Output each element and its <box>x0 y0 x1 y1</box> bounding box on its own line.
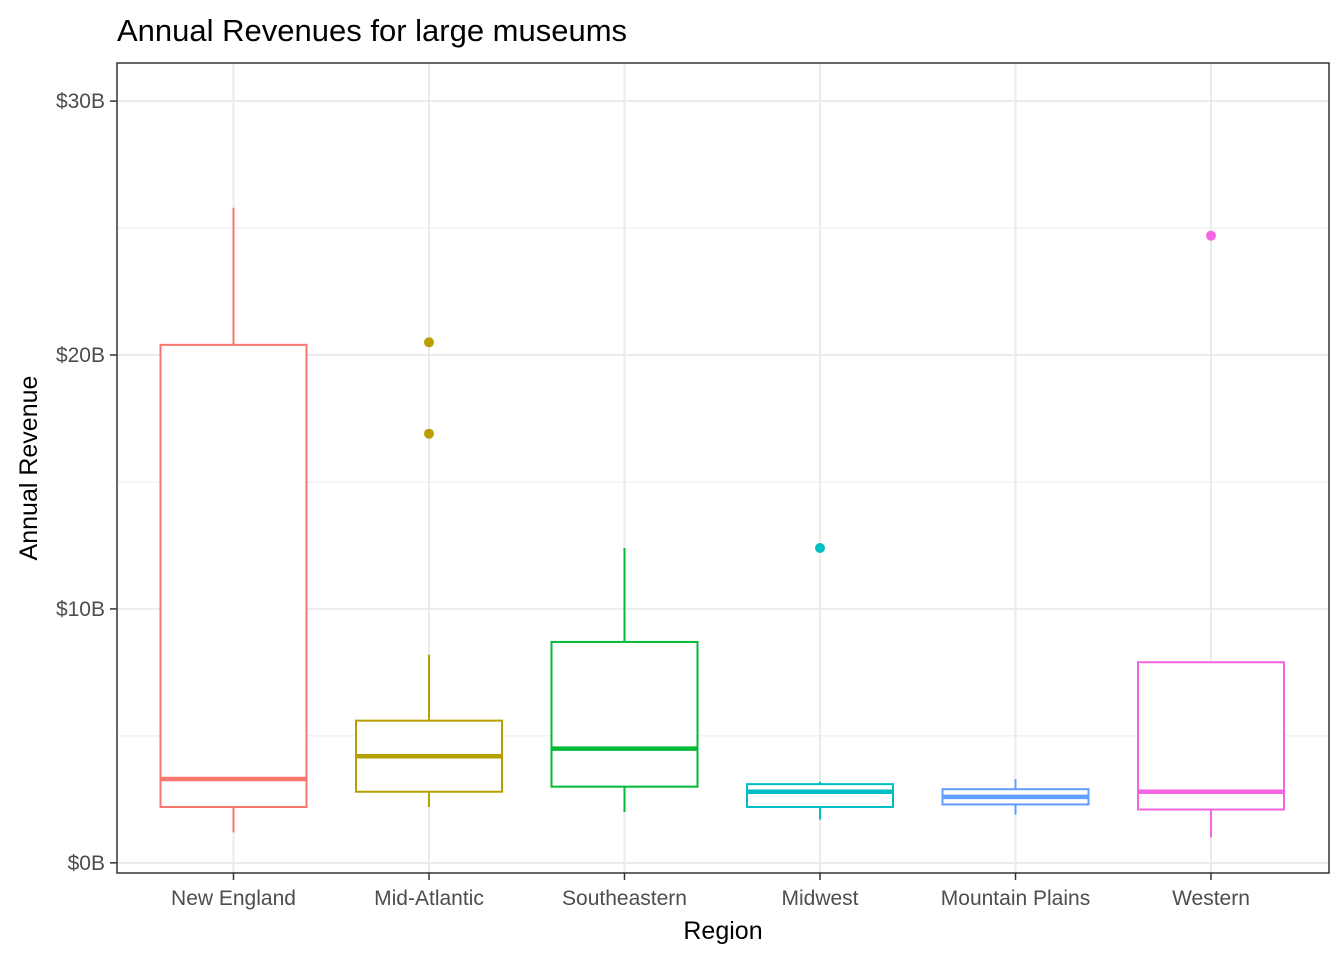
y-tick-label: $30B <box>56 90 105 113</box>
box-western <box>1137 230 1285 838</box>
x-tick-label: New England <box>171 887 296 910</box>
plot-border <box>116 62 1330 874</box>
x-tick-label: Southeastern <box>562 887 687 910</box>
iqr-box <box>550 640 699 788</box>
x-tick-label: Midwest <box>781 887 858 910</box>
y-tick-label: $10B <box>56 598 105 621</box>
x-axis-title: Region <box>683 917 762 945</box>
box-midwest <box>746 542 894 820</box>
outlier-point <box>815 542 825 553</box>
x-axis: New England Mid-Atlantic Southeastern Midwe… <box>171 873 1250 910</box>
iqr-box <box>1137 661 1285 811</box>
y-tick-label: $20B <box>56 344 105 367</box>
x-tick-label: Mid-Atlantic <box>374 887 484 910</box>
outlier-point <box>1206 230 1216 241</box>
box-southeastern <box>550 547 699 813</box>
box-mid-atlantic <box>355 337 503 807</box>
iqr-box <box>746 783 894 808</box>
y-axis-title: Annual Revenue <box>15 376 43 561</box>
x-tick-label: Mountain Plains <box>941 887 1090 910</box>
x-tick-label: Western <box>1172 887 1250 910</box>
chart-title: Annual Revenues for large museums <box>117 13 627 48</box>
plot-panel <box>117 63 1329 873</box>
box-mountain-plains <box>941 779 1090 815</box>
y-axis: $0B $10B $20B $30B <box>56 90 117 875</box>
iqr-box <box>159 343 308 808</box>
box-new-england <box>159 207 308 833</box>
box-layer <box>159 207 1285 838</box>
outlier-point <box>424 428 434 439</box>
outlier-point <box>424 337 434 348</box>
y-tick-label: $0B <box>68 852 105 875</box>
